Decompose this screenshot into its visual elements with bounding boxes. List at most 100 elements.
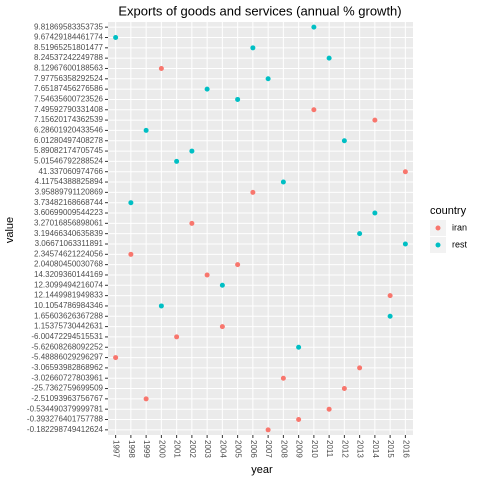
point [158,303,164,309]
y-tick-label: 14.3209360144169 [34,270,104,279]
point [296,417,302,423]
y-tick-label: 3.95889791120869 [35,187,104,196]
y-tick-label: 7.15620174362539 [34,115,104,124]
point [128,200,134,206]
y-axis-title: value [4,217,16,243]
y-tick-label: 7.49592790331408 [34,105,104,114]
legend-label: iran [452,222,467,232]
legend-title: country [430,205,467,217]
x-tick-label: 2004 [218,440,227,458]
x-tick-label: 2008 [279,440,288,458]
point [189,220,195,226]
legend-marker [435,242,441,248]
x-tick-label: 2005 [234,440,243,458]
y-tick-label: -25.7362759699509 [31,384,103,393]
point [387,293,393,299]
y-tick-label: 4.11754388825894 [35,177,104,186]
x-tick-label: 2007 [264,440,273,458]
point [235,96,241,102]
point [402,169,408,175]
point [280,179,286,185]
point [326,406,332,412]
x-tick-label: 2012 [340,440,349,458]
y-tick-label: 8.51965251801477 [34,43,104,52]
y-tick-label: 3.19466340635839 [34,229,104,238]
y-tick-label: -6.00472294515531 [31,332,103,341]
x-tick-label: 2000 [157,440,166,458]
x-tick-label: 1997 [112,440,121,458]
y-tick-label: -5.62608268092252 [31,342,103,351]
y-tick-label: 7.97756358292524 [34,74,104,83]
point [372,117,378,123]
x-tick-label: 2015 [386,440,395,458]
y-tick-label: 7.54635600723526 [34,95,104,104]
y-tick-label: 8.12967600188563 [34,64,104,73]
y-tick-label: 3.06671063311891 [35,239,104,248]
point [174,334,180,340]
x-axis-title: year [251,464,273,476]
point [357,365,363,371]
y-tick-label: 5.89082174705745 [34,146,104,155]
x-tick-label: 1999 [142,440,151,458]
y-tick-label: 12.3099494216074 [34,280,104,289]
y-tick-label: -3.02660727803961 [31,373,103,382]
y-tick-label: 9.81869583353735 [34,22,104,31]
x-tick-label: 2006 [249,440,258,458]
chart-title: Exports of goods and services (annual % … [118,3,401,18]
y-tick-label: 8.24537242249788 [34,53,104,62]
y-tick-label: 9.67429184461774 [34,33,104,42]
y-tick-label: 2.34574621224056 [34,249,104,258]
point [311,24,317,30]
point [296,344,302,350]
point [341,386,347,392]
point [250,45,256,51]
x-tick-label: 2003 [203,440,212,458]
point [113,355,119,361]
point [143,396,149,402]
y-tick-label: 1.15375730442631 [34,322,104,331]
y-tick-label: 7.65187456276586 [34,84,104,93]
y-tick-label: -3.06593982868962 [31,363,103,372]
y-tick-label: 1.65603626367288 [34,311,104,320]
point [265,76,271,82]
y-tick-label: 6.01280497408278 [34,136,104,145]
x-tick-label: 1998 [127,440,136,458]
y-tick-label: 5.01546792288524 [34,156,104,165]
point [357,231,363,237]
point [204,86,210,92]
y-tick-label: 6.28601920433546 [34,126,104,135]
x-tick-label: 2011 [325,440,334,458]
y-tick-label: -5.48886029296297 [31,353,103,362]
point [128,251,134,257]
point [204,272,210,278]
x-tick-label: 2013 [356,440,365,458]
point [265,427,271,433]
x-tick-label: 2002 [188,440,197,458]
point [235,262,241,268]
x-tick-label: 2001 [173,440,182,458]
point [158,65,164,71]
point [219,324,225,330]
x-tick-label: 2014 [371,440,380,458]
point [280,375,286,381]
point [219,282,225,288]
point [250,189,256,195]
point [311,107,317,113]
point [372,210,378,216]
point [143,127,149,133]
point [174,158,180,164]
y-tick-label: 3.27016856898061 [34,218,104,227]
x-tick-label: 2009 [295,440,304,458]
y-tick-label: -0.393276401757788 [27,415,104,424]
y-tick-label: 10.1054786984346 [34,301,104,310]
point [113,34,119,40]
point [189,148,195,154]
y-tick-label: 3.73482168668744 [34,198,104,207]
point [326,55,332,61]
x-tick-label: 2010 [310,440,319,458]
legend-marker [435,225,441,231]
y-tick-label: -0.182298749412624 [27,425,104,434]
y-tick-label: -2.51093963756767 [31,394,103,403]
y-tick-label: 2.04080450030768 [34,260,104,269]
y-tick-label: -0.534490379999781 [27,404,104,413]
